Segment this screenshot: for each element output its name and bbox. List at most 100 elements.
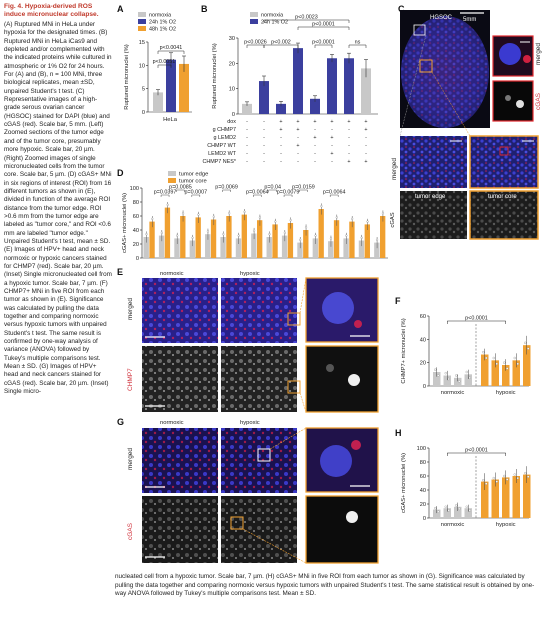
p-value-d: p=0.0007 (184, 190, 207, 196)
bar (464, 374, 472, 386)
bar-a (166, 59, 176, 112)
e-normoxic-chmp7 (142, 346, 218, 412)
condition-mark: + (364, 119, 367, 125)
data-point-d (351, 217, 354, 220)
data-point (495, 480, 498, 483)
sig-bracket-d (253, 194, 262, 197)
bar-b (242, 103, 252, 114)
g-normoxic-merged (142, 428, 218, 493)
condition-mark: - (331, 159, 333, 165)
sig-bracket-b (348, 44, 367, 48)
condition-mark: + (296, 119, 299, 125)
data-point (527, 475, 530, 478)
p-value-a: p<0.0041 (160, 45, 183, 51)
bar (443, 508, 451, 518)
y-tick-label: 20 (133, 242, 139, 248)
legend-swatch-d (168, 171, 176, 176)
bar-d (220, 237, 226, 258)
bar-d (195, 217, 201, 258)
g-normoxic-label: normoxic (160, 420, 184, 426)
y-tick-label: 0 (232, 112, 235, 118)
data-point (495, 362, 498, 365)
panel-label-g: G (117, 417, 125, 427)
condition-mark: - (280, 159, 282, 165)
condition-mark: + (364, 127, 367, 133)
condition-row-label: g CHMP7 (213, 127, 236, 133)
condition-mark: - (365, 135, 367, 141)
legend-swatch-b (250, 12, 258, 17)
bar (481, 354, 489, 386)
y-tick-label: 40 (420, 337, 426, 343)
panel-c-images: HGSOC 5mm tumor edge tumor core (399, 10, 539, 240)
bar (512, 476, 520, 518)
panel-g: normoxic hypoxic merged cGAS (127, 417, 385, 567)
data-point (485, 482, 488, 485)
y-tick-label: 0 (136, 256, 139, 262)
e-hypoxic-chmp7 (221, 346, 297, 412)
y-tick-label: 30 (229, 36, 235, 42)
condition-mark: - (246, 159, 248, 165)
y-axis-label: cGAS+ micronuclei (%) (401, 453, 407, 513)
condition-mark: + (279, 119, 282, 125)
scale-5mm: 5mm (463, 17, 476, 23)
sig-bracket-b (314, 44, 333, 48)
data-point-d (305, 226, 308, 229)
chart-h: 0 20 40 60 80 100 cGAS+ micronuclei (%) p<0.000… (401, 446, 531, 528)
condition-mark: - (246, 135, 248, 141)
y-tick-label: 0 (423, 516, 426, 522)
condition-mark: - (246, 127, 248, 133)
condition-mark: + (347, 159, 350, 165)
legend-swatch-d (168, 178, 176, 183)
bar (454, 506, 462, 518)
condition-mark: + (330, 135, 333, 141)
condition-mark: + (364, 159, 367, 165)
y-tick-label: 20 (229, 61, 235, 67)
panel-e-images: normoxic hypoxic (142, 271, 379, 413)
panel-label-c: C (398, 4, 405, 14)
data-point (516, 476, 519, 480)
sig-bracket (447, 452, 506, 456)
bar (464, 508, 472, 518)
bar-d (158, 235, 165, 258)
data-point (506, 478, 509, 481)
data-point-d (151, 217, 154, 220)
chart-f: 0 20 40 60 CHMP7+ micronuclei (%) p<0.0001 nor… (401, 314, 531, 396)
e-chmp7-side-label: CHMP7 (127, 368, 134, 391)
e-hypoxic-merged (221, 278, 297, 343)
sig-bracket-d (283, 194, 293, 197)
legend-swatch-a (138, 19, 146, 24)
bar-d (235, 238, 242, 258)
c-merged-label: merged (535, 42, 542, 65)
data-point-d (335, 216, 338, 219)
bar-b (344, 58, 354, 114)
bar-a (179, 63, 189, 112)
e-merged-side-label: merged (127, 297, 134, 320)
y-tick-label: 100 (130, 186, 139, 192)
group-label-normoxic: normoxic (441, 390, 465, 396)
group-label-normoxic: normoxic (441, 522, 465, 528)
data-point-d (206, 230, 210, 233)
condition-mark: + (330, 119, 333, 125)
condition-mark: - (297, 135, 299, 141)
bar-d (318, 209, 324, 258)
data-point (513, 473, 516, 476)
y-tick-label: 15 (139, 40, 145, 46)
data-point (444, 505, 447, 508)
bar-d (180, 216, 186, 258)
legend-label-b: normoxia (261, 13, 283, 19)
data-point (437, 510, 440, 513)
p-value: p<0.0001 (465, 448, 488, 454)
condition-mark: - (246, 143, 248, 149)
p-value-b: p<0.0023 (295, 15, 318, 21)
y-tick-label: 10 (229, 87, 235, 93)
data-point-d (376, 238, 379, 241)
panel-label-d: D (117, 168, 124, 178)
g-cgas-side-label: cGAS (127, 523, 134, 540)
panel-label-b: B (201, 4, 208, 14)
data-point (506, 367, 509, 370)
y-tick-label: 10 (139, 63, 145, 69)
sig-bracket-b (263, 44, 299, 48)
data-point (434, 507, 437, 510)
